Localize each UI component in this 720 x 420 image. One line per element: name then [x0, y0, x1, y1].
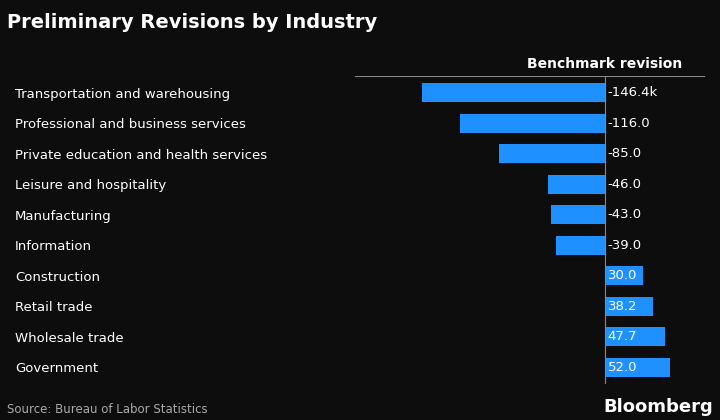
- Text: -39.0: -39.0: [608, 239, 642, 252]
- Bar: [422, 83, 605, 102]
- Bar: [605, 358, 670, 377]
- Bar: [460, 114, 605, 133]
- Bar: [605, 297, 653, 316]
- Text: -116.0: -116.0: [608, 117, 650, 130]
- Bar: [605, 327, 665, 346]
- Text: 47.7: 47.7: [608, 330, 637, 343]
- Text: Source: Bureau of Labor Statistics: Source: Bureau of Labor Statistics: [7, 403, 208, 416]
- Text: -46.0: -46.0: [608, 178, 642, 191]
- Text: 38.2: 38.2: [608, 300, 637, 312]
- Bar: [499, 144, 605, 163]
- Text: -43.0: -43.0: [608, 208, 642, 221]
- Bar: [557, 236, 605, 255]
- Text: Benchmark revision: Benchmark revision: [528, 57, 683, 71]
- Bar: [605, 266, 642, 285]
- Bar: [552, 205, 605, 224]
- Text: -85.0: -85.0: [608, 147, 642, 160]
- Bar: [548, 175, 605, 194]
- Text: -146.4k: -146.4k: [608, 86, 658, 99]
- Text: 30.0: 30.0: [608, 269, 637, 282]
- Text: 52.0: 52.0: [608, 361, 637, 374]
- Text: Preliminary Revisions by Industry: Preliminary Revisions by Industry: [7, 13, 377, 32]
- Text: Bloomberg: Bloomberg: [603, 398, 713, 416]
